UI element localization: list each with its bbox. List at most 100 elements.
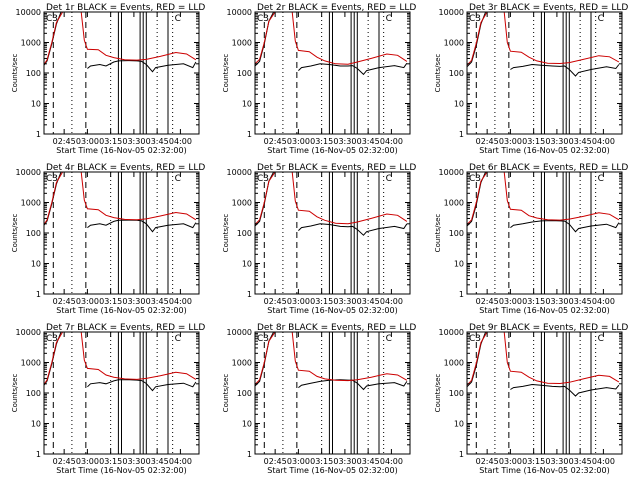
- y-tick-label: 1: [247, 290, 252, 299]
- y-tick-label: 1: [459, 290, 464, 299]
- x-tick-label: 03:30: [122, 457, 145, 466]
- y-tick-label: 1: [459, 130, 464, 139]
- lld-series-line: [254, 331, 408, 385]
- y-tick-label: 1000: [444, 199, 464, 208]
- panel-label: C3: [46, 174, 58, 184]
- x-tick-label: 03:45: [569, 297, 592, 306]
- x-tick-label: 03:00: [499, 137, 522, 146]
- x-tick-label: 04:00: [169, 457, 192, 466]
- panel-label: C3: [469, 174, 481, 184]
- x-tick-label: 03:45: [146, 297, 169, 306]
- marker-label: C: [386, 14, 392, 24]
- y-tick-label: 10: [31, 260, 41, 269]
- x-tick-label: 04:00: [380, 457, 403, 466]
- y-tick-label: 10: [31, 100, 41, 109]
- x-axis-label: Start Time (16-Nov-05 02:32:00): [56, 306, 186, 315]
- marker-label: C: [386, 334, 392, 344]
- y-axis-label: Counts/sec: [222, 214, 230, 253]
- chart-panel-7: Det 7r BLACK = Events, RED = LLD 1 10 100 10…: [11, 323, 205, 475]
- events-series-line: [510, 220, 620, 233]
- y-tick-label: 10000: [227, 328, 252, 337]
- x-tick-label: 04:00: [380, 137, 403, 146]
- x-tick-label: 03:45: [357, 457, 380, 466]
- y-tick-label: 10000: [227, 8, 252, 17]
- x-tick-label: 03:15: [310, 457, 333, 466]
- panel-label: C3: [46, 334, 58, 344]
- y-tick-label: 1: [36, 130, 41, 139]
- marker-label: C: [598, 14, 604, 24]
- y-tick-label: 1000: [21, 39, 41, 48]
- y-tick-label: 10000: [439, 8, 464, 17]
- x-tick-label: 03:30: [122, 137, 145, 146]
- chart-panel-8: Det 8r BLACK = Events, RED = LLD 1 10 100 10…: [222, 323, 416, 475]
- panel-label: C3: [257, 14, 269, 24]
- marker-label: C: [386, 174, 392, 184]
- x-tick-label: 04:00: [592, 137, 615, 146]
- x-tick-label: 04:00: [592, 457, 615, 466]
- x-tick-label: 03:15: [99, 297, 122, 306]
- chart-panel-3: Det 3r BLACK = Events, RED = LLD 1 10 100 10…: [434, 3, 628, 155]
- y-tick-label: 1: [36, 290, 41, 299]
- x-tick-label: 04:00: [380, 297, 403, 306]
- y-tick-label: 1: [247, 130, 252, 139]
- y-tick-label: 1: [36, 450, 41, 459]
- y-axis-label: Counts/sec: [11, 54, 19, 93]
- y-axis-label: Counts/sec: [222, 374, 230, 413]
- y-axis-label: Counts/sec: [434, 374, 442, 413]
- y-tick-label: 100: [449, 69, 464, 78]
- panel-label: C3: [257, 174, 269, 184]
- y-tick-label: 100: [237, 69, 252, 78]
- x-tick-label: 02:45: [53, 457, 76, 466]
- y-tick-label: 1000: [232, 359, 252, 368]
- y-axis-label: Counts/sec: [222, 54, 230, 93]
- y-tick-label: 1000: [21, 199, 41, 208]
- x-axis-label: Start Time (16-Nov-05 02:32:00): [479, 466, 609, 475]
- events-series-line: [87, 379, 197, 392]
- panel-label: C3: [469, 334, 481, 344]
- events-series-line: [87, 219, 197, 233]
- x-tick-label: 02:45: [476, 297, 499, 306]
- events-series-line: [298, 62, 408, 76]
- x-tick-label: 03:30: [545, 137, 568, 146]
- x-tick-label: 03:45: [357, 297, 380, 306]
- y-axis-label: Counts/sec: [434, 54, 442, 93]
- x-tick-label: 04:00: [169, 137, 192, 146]
- y-tick-label: 1: [247, 450, 252, 459]
- chart-title: Det 6r BLACK = Events, RED = LLD: [469, 163, 628, 173]
- lld-series-line: [43, 171, 197, 225]
- lld-series-line: [43, 331, 197, 385]
- x-tick-label: 03:00: [76, 457, 99, 466]
- events-series-line: [510, 383, 620, 397]
- x-axis-label: Start Time (16-Nov-05 02:32:00): [56, 466, 186, 475]
- x-tick-label: 02:45: [476, 137, 499, 146]
- y-tick-label: 100: [237, 229, 252, 238]
- x-tick-label: 03:00: [499, 297, 522, 306]
- y-tick-label: 1000: [232, 199, 252, 208]
- x-tick-label: 03:30: [545, 457, 568, 466]
- y-tick-label: 1: [459, 450, 464, 459]
- lld-series-line: [254, 171, 408, 225]
- x-tick-label: 03:45: [146, 137, 169, 146]
- events-series-line: [510, 63, 620, 77]
- x-tick-label: 03:00: [499, 457, 522, 466]
- x-tick-label: 02:45: [264, 297, 287, 306]
- y-tick-label: 10000: [439, 168, 464, 177]
- x-tick-label: 03:30: [545, 297, 568, 306]
- y-tick-label: 10: [242, 100, 252, 109]
- x-tick-label: 03:45: [569, 137, 592, 146]
- chart-title: Det 7r BLACK = Events, RED = LLD: [46, 323, 205, 333]
- x-tick-label: 03:00: [287, 457, 310, 466]
- y-tick-label: 10: [31, 420, 41, 429]
- chart-title: Det 9r BLACK = Events, RED = LLD: [469, 323, 628, 333]
- chart-panel-6: Det 6r BLACK = Events, RED = LLD 1 10 100 10…: [434, 163, 628, 315]
- lld-series-line: [254, 11, 408, 65]
- x-tick-label: 03:15: [99, 457, 122, 466]
- chart-title: Det 4r BLACK = Events, RED = LLD: [46, 163, 205, 173]
- y-tick-label: 100: [26, 69, 41, 78]
- events-series-line: [298, 223, 408, 236]
- x-tick-label: 02:45: [476, 457, 499, 466]
- lld-series-line: [466, 171, 620, 225]
- chart-panel-1: Det 1r BLACK = Events, RED = LLD 1 10 100 10…: [11, 3, 205, 155]
- x-tick-label: 02:45: [264, 457, 287, 466]
